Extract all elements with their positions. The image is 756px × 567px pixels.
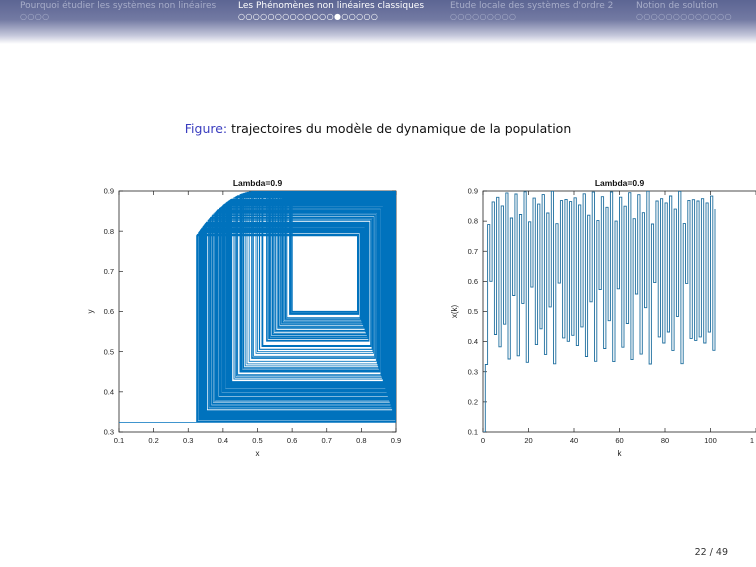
nav-section-1[interactable]: Pourquoi étudier les systèmes non linéai…	[20, 1, 216, 21]
y-tick-label: 0.2	[468, 397, 478, 406]
section-navigation-bar: Pourquoi étudier les systèmes non linéai…	[0, 0, 756, 44]
x-axis-label: x	[256, 449, 260, 458]
cobweb-trajectory	[119, 191, 396, 423]
y-tick-label: 0.5	[468, 307, 478, 316]
nav-section-title: Pourquoi étudier les systèmes non linéai…	[20, 1, 217, 11]
nav-section-title: Les Phénomènes non linéaires classiques	[238, 1, 425, 11]
x-tick-label: 0.9	[391, 436, 401, 445]
x-tick-label: 0.4	[218, 436, 228, 445]
x-tick-label: 0.8	[356, 436, 366, 445]
x-tick-label: 60	[615, 436, 623, 445]
x-tick-label: 0.2	[148, 436, 158, 445]
y-tick-label: 0.7	[104, 267, 114, 276]
chart-title: Lambda=0.9	[595, 178, 645, 188]
x-tick-label: 0.5	[252, 436, 262, 445]
y-tick-label: 0.8	[468, 217, 478, 226]
y-axis-label: y	[86, 310, 95, 314]
x-tick-label: 0.3	[183, 436, 193, 445]
y-tick-label: 0.3	[104, 428, 114, 437]
y-tick-label: 0.1	[468, 428, 478, 437]
x-tick-label: 20	[524, 436, 532, 445]
nav-section-3[interactable]: Etude locale des systèmes d'ordre 2 ○○○○…	[450, 1, 613, 21]
x-tick-label: 1	[750, 436, 754, 445]
y-axis-label: x(k)	[450, 305, 459, 319]
nav-section-title: Etude locale des systèmes d'ordre 2	[450, 1, 614, 11]
y-tick-label: 0.7	[468, 247, 478, 256]
x-tick-label: 80	[661, 436, 669, 445]
y-tick-label: 0.5	[104, 347, 114, 356]
nav-section-4[interactable]: Notion de solution ○○○○○○○○○○○○○	[636, 1, 732, 21]
x-tick-label: 0.6	[287, 436, 297, 445]
nav-section-title: Notion de solution	[636, 1, 719, 11]
y-tick-label: 0.9	[468, 187, 478, 196]
y-tick-label: 0.4	[104, 387, 114, 396]
y-tick-label: 0.4	[468, 337, 478, 346]
nav-section-2[interactable]: Les Phénomènes non linéaires classiques …	[238, 1, 424, 21]
y-tick-label: 0.6	[104, 307, 114, 316]
y-tick-label: 0.3	[468, 367, 478, 376]
nav-progress-dots[interactable]: ○○○○○○○○○○○○○●○○○○○	[238, 12, 379, 21]
x-tick-label: 100	[704, 436, 717, 445]
figure-label: Figure:	[184, 121, 228, 136]
nav-progress-dots[interactable]: ○○○○○○○○○	[450, 12, 517, 21]
nav-progress-dots[interactable]: ○○○○○○○○○○○○○	[636, 12, 732, 21]
y-tick-label: 0.8	[104, 227, 114, 236]
time-series-trajectory	[483, 191, 716, 432]
y-tick-label: 0.9	[104, 187, 114, 196]
chart-title: Lambda=0.9	[233, 178, 283, 188]
figure-caption: Figure: trajectoires du modèle de dynami…	[0, 121, 756, 136]
y-tick-label: 0.6	[468, 277, 478, 286]
x-axis-label: k	[618, 449, 623, 458]
x-tick-label: 0	[481, 436, 485, 445]
x-tick-label: 40	[570, 436, 578, 445]
caption-text: trajectoires du modèle de dynamique de l…	[231, 121, 572, 136]
x-tick-label: 0.7	[322, 436, 332, 445]
page-number: 22 / 49	[694, 547, 728, 558]
x-tick-label: 0.1	[114, 436, 124, 445]
nav-progress-dots[interactable]: ○○○○	[20, 12, 50, 21]
